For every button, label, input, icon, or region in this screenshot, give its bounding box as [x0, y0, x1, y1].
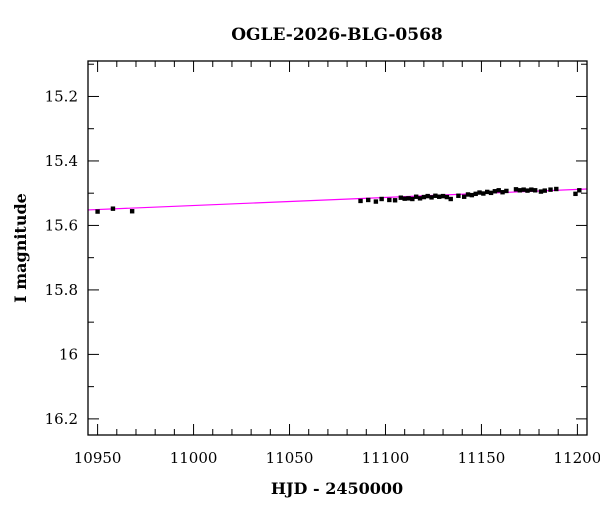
data-point — [433, 193, 438, 198]
data-point — [437, 194, 442, 199]
data-point — [366, 197, 371, 203]
data-point — [465, 192, 471, 197]
data-point — [492, 189, 498, 194]
data-point — [417, 196, 423, 201]
plot-area — [87, 186, 588, 214]
chart-title: OGLE-2026-BLG-0568 — [231, 25, 443, 45]
data-point — [429, 195, 434, 200]
x-tick-label: 11050 — [266, 449, 314, 467]
data-point — [573, 191, 578, 197]
model-fit-line — [87, 188, 588, 211]
y-tick-label: 15.8 — [45, 281, 78, 299]
data-point — [525, 188, 530, 193]
x-tick-label: 10950 — [74, 449, 122, 467]
data-point — [440, 193, 446, 199]
data-point — [517, 188, 523, 193]
data-point — [554, 186, 559, 192]
data-point — [496, 188, 501, 193]
data-point — [425, 193, 430, 199]
tick-labels: 10950 11000 11050 11100 11150 11200 15.2 15.4 15… — [45, 87, 600, 467]
data-point — [481, 191, 486, 196]
x-tick-label: 11100 — [362, 449, 410, 467]
data-point — [421, 194, 427, 200]
data-point — [413, 194, 419, 199]
data-point — [513, 187, 519, 192]
data-point — [500, 190, 505, 195]
data-point — [485, 189, 490, 195]
x-tick-label: 11000 — [170, 449, 218, 467]
data-point — [477, 190, 482, 195]
y-tick-label: 15.4 — [45, 152, 78, 170]
data-point — [398, 195, 404, 200]
data-point — [448, 196, 453, 202]
data-point — [538, 189, 544, 194]
x-tick-label: 11200 — [554, 449, 600, 467]
data-point — [456, 193, 461, 198]
data-point — [387, 197, 392, 203]
x-axis-label: HJD - 2450000 — [271, 479, 403, 498]
data-point — [129, 209, 135, 214]
y-tick-label: 16.2 — [45, 410, 78, 428]
data-point — [444, 194, 450, 200]
data-point — [521, 187, 526, 192]
data-point — [410, 196, 415, 202]
data-point — [373, 199, 379, 204]
plot-frame — [87, 60, 588, 436]
data-point — [379, 196, 384, 202]
data-point — [548, 187, 553, 192]
x-tick-label: 11150 — [458, 449, 506, 467]
data-point — [542, 188, 547, 193]
y-axis-label: I magnitude — [11, 193, 30, 303]
y-tick-label: 15.6 — [45, 216, 78, 234]
data-point — [402, 196, 407, 201]
data-point — [95, 209, 100, 214]
data-point — [392, 198, 398, 203]
y-tick-label: 15.2 — [45, 87, 78, 105]
data-point — [577, 188, 582, 193]
data-point — [110, 206, 116, 211]
data-point — [469, 192, 475, 198]
data-point — [473, 191, 478, 197]
data-point — [358, 198, 363, 204]
data-point — [488, 190, 494, 196]
axis-ticks — [88, 61, 587, 435]
data-point — [504, 188, 509, 194]
data-point — [406, 196, 411, 201]
data-point — [529, 187, 534, 192]
data-point — [461, 194, 467, 199]
y-tick-label: 16 — [59, 345, 78, 363]
data-point — [532, 188, 538, 193]
